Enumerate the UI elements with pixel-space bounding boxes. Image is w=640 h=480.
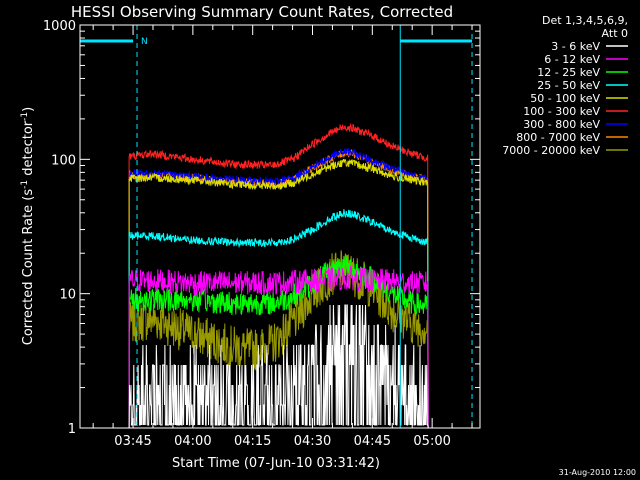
x-tick-label: 03:45 (114, 434, 151, 449)
y-tick-label: 1000 (43, 19, 76, 34)
x-tick-label: 04:15 (234, 434, 271, 449)
legend-header-line-1: Det 1,3,4,5,6,9, (542, 14, 628, 27)
legend-label-1: 6 - 12 keV (544, 53, 600, 66)
y-tick-label: 10 (59, 288, 76, 303)
series-line-5 (128, 123, 429, 429)
series-line-3 (128, 209, 429, 429)
x-tick-label: 04:30 (294, 434, 331, 449)
x-tick-label: 04:00 (174, 434, 211, 449)
series-line-0 (128, 304, 429, 429)
series-line-6 (128, 147, 429, 429)
series-line-4 (128, 158, 429, 429)
data-layer (128, 123, 429, 429)
legend-label-5: 100 - 300 keV (523, 105, 600, 118)
x-tick-label: 05:00 (413, 434, 450, 449)
legend-label-0: 3 - 6 keV (551, 40, 600, 53)
y-axis-label: Corrected Count Rate (s-1 detector-1) (20, 107, 36, 345)
legend-label-7: 800 - 7000 keV (516, 131, 600, 144)
series-line-1 (128, 264, 429, 429)
marker-label: N (141, 37, 148, 47)
series-line-2 (128, 255, 429, 429)
axes-layer: 1 10 100 1000 03:45 04:00 04:15 04:30 04:45 05:00 (43, 19, 480, 449)
plot-frame (79, 24, 481, 429)
legend-header-line-2: Att 0 (602, 27, 628, 40)
footer-timestamp: 31-Aug-2010 12:00 (559, 468, 636, 477)
y-tick-label: 1 (68, 422, 76, 437)
x-tick-label: 04:45 (354, 434, 391, 449)
y-tick-label: 100 (51, 153, 76, 168)
legend-label-4: 50 - 100 keV (530, 92, 600, 105)
legend-label-3: 25 - 50 keV (537, 79, 600, 92)
chart-title: HESSI Observing Summary Count Rates, Cor… (71, 3, 453, 21)
legend-label-8: 7000 - 20000 keV (502, 144, 600, 157)
x-axis-label: Start Time (07-Jun-10 03:31:42) (172, 456, 380, 471)
legend-label-2: 12 - 25 keV (537, 66, 600, 79)
legend-label-6: 300 - 800 keV (523, 118, 600, 131)
